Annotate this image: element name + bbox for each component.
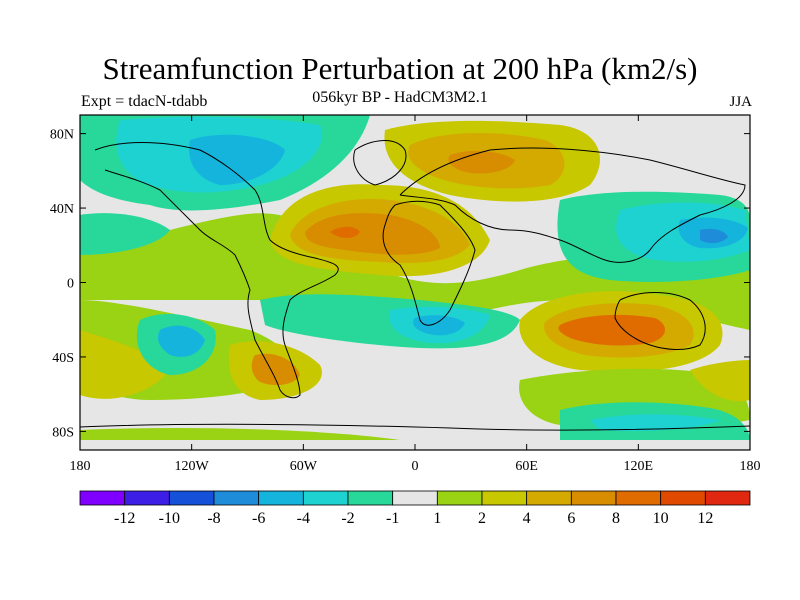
- colorbar-label-0: -12: [114, 510, 135, 527]
- colorbar-swatch-8: [436, 490, 483, 506]
- arctic-low-core: [189, 134, 285, 185]
- lat-tick-marks: [80, 133, 750, 432]
- colorbar-swatch-10: [526, 490, 572, 506]
- colorbar-swatch-2: [168, 490, 215, 506]
- colorbar-label-3: -6: [252, 510, 265, 527]
- band-positive-1: [80, 213, 750, 330]
- band-positive-3: [80, 330, 170, 399]
- colorbar-swatch-7: [392, 490, 438, 506]
- colorbar-swatch-9: [481, 490, 528, 506]
- lat-label-80N: 80N: [50, 128, 74, 143]
- colorbar-label-6: -1: [386, 510, 399, 527]
- atlantic-high-peak: [330, 226, 360, 238]
- australia-coast: [614, 292, 706, 350]
- s-atlantic-low-core: [413, 315, 465, 336]
- colorbar-label-1: -10: [159, 510, 180, 527]
- pacific-low-left: [80, 213, 170, 255]
- colorbar-swatch-5: [302, 490, 349, 506]
- chart-subtitle: 056kyr BP - HadCM3M2.1: [312, 89, 488, 106]
- map-frame: [79, 114, 751, 451]
- greenland-coast: [353, 140, 407, 186]
- colorbar-label-4: -4: [297, 510, 310, 527]
- lat-label-0: 0: [67, 277, 74, 292]
- colorbar-label-9: 4: [523, 510, 531, 527]
- right-edge-high: [690, 360, 750, 402]
- lon-tick-labels: 180 120W 60W 0 60E 120E 180: [70, 459, 761, 474]
- colorbar-label-7: 1: [433, 510, 441, 527]
- lat-tick-labels: 80N 40N 0 40S 80S: [50, 128, 74, 441]
- eurasia-coast: [399, 147, 746, 263]
- colorbar-label-13: 12: [697, 510, 713, 527]
- africa-coast: [382, 200, 476, 326]
- colorbar-swatch-0: [79, 490, 126, 506]
- lon-label-1: 120W: [175, 459, 210, 474]
- colorbar-swatch-12: [615, 490, 662, 506]
- s-america-high-core: [251, 353, 300, 386]
- antarctic-green-edge: [80, 428, 400, 440]
- colorbar-swatch-6: [347, 490, 394, 506]
- lon-label-0: 180: [70, 459, 91, 474]
- colorbar-swatch-3: [213, 490, 260, 506]
- lat-label-40N: 40N: [50, 202, 74, 217]
- colorbar-labels: -12 -10 -8 -6 -4 -2 -1 1 2 4 6 8 10 12: [114, 510, 713, 527]
- chart-title: Streamfunction Perturbation at 200 hPa (…: [102, 51, 698, 86]
- lon-label-2: 60W: [290, 459, 318, 474]
- lon-label-3: 0: [412, 459, 419, 474]
- colorbar-label-12: 10: [653, 510, 669, 527]
- americas-coast: [94, 142, 339, 399]
- colorbar-swatch-11: [570, 490, 617, 506]
- southern-cyan-core: [590, 414, 720, 432]
- colorbar: [79, 490, 751, 506]
- eurasia-high-core: [448, 150, 515, 174]
- lon-label-5: 120E: [624, 459, 654, 474]
- lon-tick-marks: [79, 115, 751, 450]
- colorbar-label-8: 2: [478, 510, 486, 527]
- atlantic-high-core: [305, 213, 440, 255]
- colorbar-label-10: 6: [567, 510, 575, 527]
- w-pacific-low-peak: [700, 228, 728, 244]
- colorbar-swatch-14: [704, 490, 751, 506]
- colorbar-label-5: -2: [341, 510, 354, 527]
- contour-field: [80, 115, 750, 450]
- antarctica-coast: [80, 423, 750, 431]
- colorbar-swatch-1: [124, 490, 170, 506]
- colorbar-swatch-4: [258, 490, 304, 506]
- coastlines: [80, 140, 750, 431]
- australia-high-core: [558, 314, 666, 346]
- season-label: JJA: [729, 94, 752, 110]
- colorbar-swatch-13: [660, 490, 706, 506]
- lat-label-40S: 40S: [52, 351, 74, 366]
- colorbar-label-2: -8: [207, 510, 220, 527]
- lon-label-6: 180: [740, 459, 761, 474]
- s-pacific-low-core: [158, 325, 205, 357]
- lat-label-80S: 80S: [52, 425, 74, 440]
- colorbar-label-11: 8: [612, 510, 620, 527]
- lon-label-4: 60E: [515, 459, 538, 474]
- experiment-label: Expt = tdacN-tdabb: [81, 93, 208, 110]
